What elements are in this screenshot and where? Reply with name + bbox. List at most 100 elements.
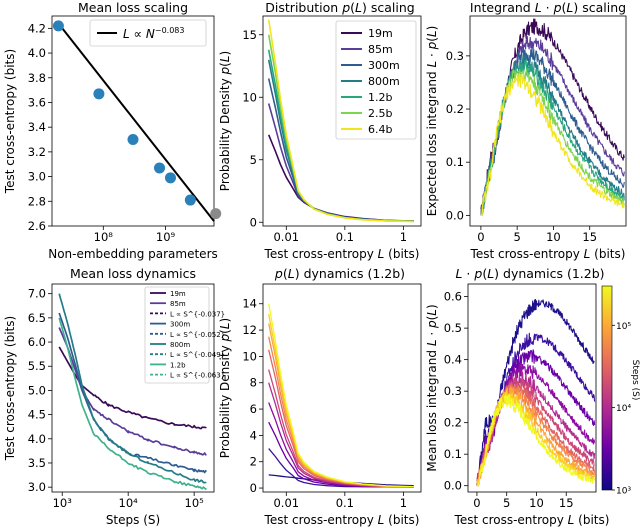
y-tick-label: 0.2: [446, 102, 464, 116]
x-tick-label: 10⁹: [156, 230, 176, 244]
x-tick-label: 0.1: [336, 230, 354, 244]
y-tick-label: 0: [250, 215, 257, 229]
x-axis-label: Steps (S): [106, 513, 160, 527]
panel-pl-dynamics: p(L) dynamics (1.2b) Test cross-entropy …: [218, 266, 422, 527]
data-point: [184, 194, 196, 206]
x-tick-label: 0.1: [336, 496, 354, 510]
y-tick-label: 6.0: [28, 335, 46, 349]
x-axis-label: Test cross-entropy L (bits): [454, 513, 610, 527]
panel-distribution-scaling: Distribution p(L) scaling Test cross-ent…: [218, 0, 422, 261]
panel-integrand-scaling: Integrand L · p(L) scaling Test cross-en…: [425, 0, 627, 261]
y-tick-label: 6.5: [28, 311, 46, 325]
y-axis-label: Test cross-entropy (bits): [3, 316, 17, 461]
y-tick-label: 0.6: [444, 290, 462, 304]
x-tick-label: 0.01: [273, 496, 299, 510]
y-ticks: 3.0 3.5 4.0 4.5 5.0 5.5 6.0 6.5 7.0: [28, 287, 52, 494]
y-tick-label: 3.6: [28, 95, 46, 109]
legend-label: 300m: [368, 59, 400, 72]
plot-frame: [51, 15, 215, 227]
x-tick-label: 15: [559, 496, 574, 510]
legend-box: [144, 286, 210, 384]
panel-title: L · p(L) dynamics (1.2b): [455, 266, 604, 281]
y-tick-label: 10: [242, 90, 257, 104]
plot-area: [480, 18, 625, 216]
y-axis-label: Probability Density p(L): [218, 318, 232, 458]
y-tick-label: 0.2: [444, 416, 462, 430]
y-tick-label: 4.2: [28, 21, 46, 35]
y-tick-label: 0: [250, 481, 257, 495]
legend-label: L ∝ S^{-0.063}: [170, 372, 225, 380]
legend: L ∝ N−0.083: [89, 19, 207, 47]
y-axis-label: Mean loss integrand L · p(L): [425, 304, 439, 471]
series-line: [480, 72, 625, 216]
x-tick-label: 10: [529, 496, 544, 510]
y-tick-label: 4.0: [28, 432, 46, 446]
y-tick-label: 3.5: [28, 456, 46, 470]
x-ticks: 10³ 10⁴ 10⁵: [53, 492, 205, 510]
y-tick-label: 5.5: [28, 359, 46, 373]
y-tick-label: 6: [250, 402, 257, 416]
x-tick-label: 10: [546, 230, 561, 244]
plot-area: [476, 298, 596, 487]
y-tick-label: 4.0: [28, 46, 46, 60]
series-line: [268, 323, 414, 488]
data-point: [93, 88, 105, 100]
y-tick-label: 0.0: [444, 479, 462, 493]
panel-mean-loss-scaling: Mean loss scaling Non-embedding paramete…: [3, 0, 222, 261]
x-tick-label: 5: [513, 230, 520, 244]
colorbar: 10³ 10⁴ 10⁵ Steps (S): [601, 285, 640, 497]
x-tick-label: 15: [582, 230, 597, 244]
y-tick-label: 15: [242, 28, 257, 42]
data-point: [154, 162, 166, 174]
y-tick-label: 8: [250, 376, 257, 390]
y-axis-label: Test cross-entropy (bits): [3, 49, 17, 194]
y-tick-label: 10: [242, 349, 257, 363]
x-tick-label: 0.01: [273, 230, 299, 244]
colorbar-gradient: [601, 285, 613, 491]
x-tick-label: 10³: [53, 496, 73, 510]
colorbar-ticks: 10³ 10⁴ 10⁵: [612, 322, 631, 497]
series-line: [476, 393, 596, 487]
series-line: [476, 371, 596, 487]
legend-label: 19m: [368, 27, 393, 40]
x-tick-label: 10⁴: [119, 496, 139, 510]
legend-label: 85m: [170, 300, 186, 308]
x-tick-label: 10⁸: [94, 230, 114, 244]
y-ticks: 0.0 0.1 0.2 0.3: [446, 49, 470, 222]
colorbar-label: Steps (S): [630, 360, 640, 401]
data-point-gray: [210, 208, 222, 220]
y-tick-label: 7.0: [28, 287, 46, 301]
y-tick-label: 4: [250, 428, 257, 442]
y-tick-label: 0.5: [444, 321, 462, 335]
legend-label: 300m: [170, 321, 190, 329]
panel-title: Mean loss scaling: [78, 0, 188, 15]
series-line: [268, 474, 414, 487]
legend-label: 800m: [368, 75, 400, 88]
legend-label: 19m: [170, 290, 186, 298]
x-tick-label: 10⁵: [185, 496, 205, 510]
x-tick-label: 5: [503, 496, 510, 510]
panel-title: p(L) dynamics (1.2b): [274, 266, 405, 281]
colorbar-tick-label: 10³: [616, 487, 631, 497]
y-tick-label: 2.6: [28, 219, 46, 233]
y-tick-label: 3.0: [28, 170, 46, 184]
legend-label: 85m: [368, 43, 393, 56]
plot-frame: [51, 283, 215, 493]
y-tick-label: 0.3: [446, 49, 464, 63]
plot-area: [267, 19, 414, 223]
x-tick-label: 0: [473, 496, 480, 510]
legend-label: L ∝ S^{-0.037}: [170, 310, 225, 318]
legend-label: L ∝ S^{-0.052}: [170, 331, 225, 339]
data-point: [52, 20, 64, 32]
y-tick-label: 14: [242, 297, 257, 311]
legend-label: 1.2b: [170, 361, 186, 369]
y-tick-label: 5: [250, 153, 257, 167]
y-tick-label: 3.2: [28, 145, 46, 159]
panel-title: Integrand L · p(L) scaling: [470, 0, 626, 15]
y-tick-label: 4.5: [28, 408, 46, 422]
y-tick-label: 0.1: [446, 155, 464, 169]
y-tick-label: 3.8: [28, 71, 46, 85]
y-tick-label: 12: [242, 323, 257, 337]
x-tick-label: 0: [477, 230, 484, 244]
x-axis-label: Test cross-entropy L (bits): [264, 513, 420, 527]
